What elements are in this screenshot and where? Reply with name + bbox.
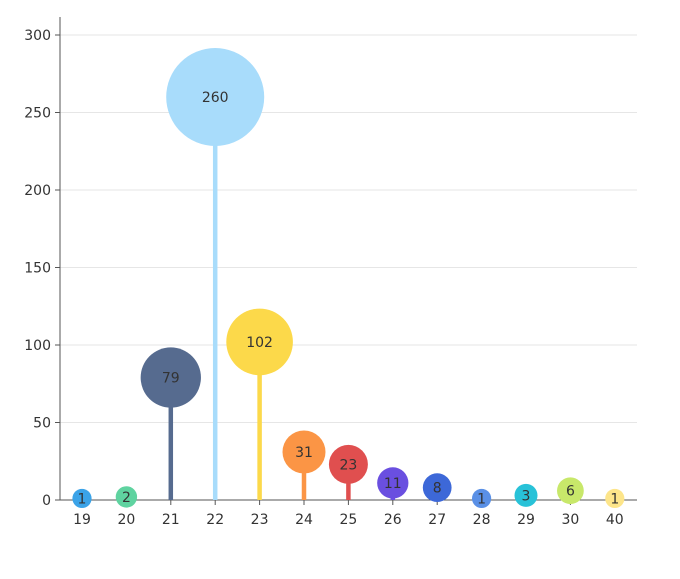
lollipop-bubble[interactable] (514, 483, 538, 507)
lollipop-bubble[interactable] (557, 477, 584, 505)
lollipop-22[interactable]: 260 (166, 48, 265, 500)
y-tick-label: 250 (24, 106, 51, 122)
lollipops: 1 2 79 260 102 31 23 11 8 1 3 6 1 (72, 48, 625, 509)
y-tick-label: 100 (24, 338, 51, 354)
lollipop-bubble[interactable] (605, 488, 625, 509)
lollipop-bubble[interactable] (140, 347, 201, 408)
x-tick-label: 27 (428, 512, 446, 528)
lollipop-bubble[interactable] (328, 444, 368, 484)
data-label: 23 (339, 457, 357, 473)
x-tick-label: 26 (384, 512, 402, 528)
lollipop-20[interactable]: 2 (115, 486, 138, 508)
x-tick-label: 24 (295, 512, 313, 528)
x-tick-label: 40 (606, 512, 624, 528)
x-tick-label: 30 (561, 512, 579, 528)
lollipop-29[interactable]: 3 (514, 483, 538, 507)
x-tick-label: 23 (251, 512, 269, 528)
lollipop-27[interactable]: 8 (422, 473, 452, 502)
lollipop-bubble[interactable] (422, 473, 452, 502)
lollipop-bubble[interactable] (72, 488, 92, 509)
gridlines (60, 34, 637, 423)
y-tick-label: 300 (24, 28, 51, 44)
x-tick-label: 22 (206, 512, 224, 528)
lollipop-28[interactable]: 1 (471, 488, 492, 509)
data-label: 1 (78, 491, 87, 507)
lollipop-21[interactable]: 79 (140, 347, 201, 500)
data-label: 6 (566, 484, 575, 500)
x-tick-label: 28 (473, 512, 491, 528)
lollipop-19[interactable]: 1 (72, 488, 92, 509)
x-tick-label: 25 (339, 512, 357, 528)
data-label: 260 (202, 90, 229, 106)
data-label: 8 (433, 481, 442, 497)
data-label: 79 (162, 371, 180, 387)
lollipop-24[interactable]: 31 (282, 430, 326, 500)
y-tick-label: 200 (24, 183, 51, 199)
data-label: 1 (477, 491, 486, 507)
x-tick-label: 21 (162, 512, 180, 528)
lollipop-bubble[interactable] (166, 48, 265, 146)
lollipop-bubble[interactable] (226, 308, 293, 376)
data-label: 31 (295, 445, 313, 461)
lollipop-40[interactable]: 1 (605, 488, 625, 509)
lollipop-25[interactable]: 23 (328, 444, 368, 500)
lollipop-bubble[interactable] (377, 467, 409, 499)
lollipop-23[interactable]: 102 (226, 308, 293, 500)
x-tick-label: 19 (73, 512, 91, 528)
y-tick-label: 150 (24, 261, 51, 277)
lollipop-bubble[interactable] (471, 488, 492, 509)
data-label: 3 (522, 488, 531, 504)
data-label: 102 (246, 335, 273, 351)
x-tick-label: 29 (517, 512, 535, 528)
data-label: 11 (384, 476, 402, 492)
data-label: 2 (122, 490, 131, 506)
lollipop-26[interactable]: 11 (377, 467, 409, 500)
data-label: 1 (610, 491, 619, 507)
lollipop-30[interactable]: 6 (557, 477, 584, 505)
lollipop-bubble[interactable] (115, 486, 138, 508)
y-tick-label: 0 (42, 493, 51, 509)
lollipop-bubble[interactable] (282, 430, 326, 474)
x-tick-label: 20 (117, 512, 135, 528)
y-tick-label: 50 (33, 416, 51, 432)
